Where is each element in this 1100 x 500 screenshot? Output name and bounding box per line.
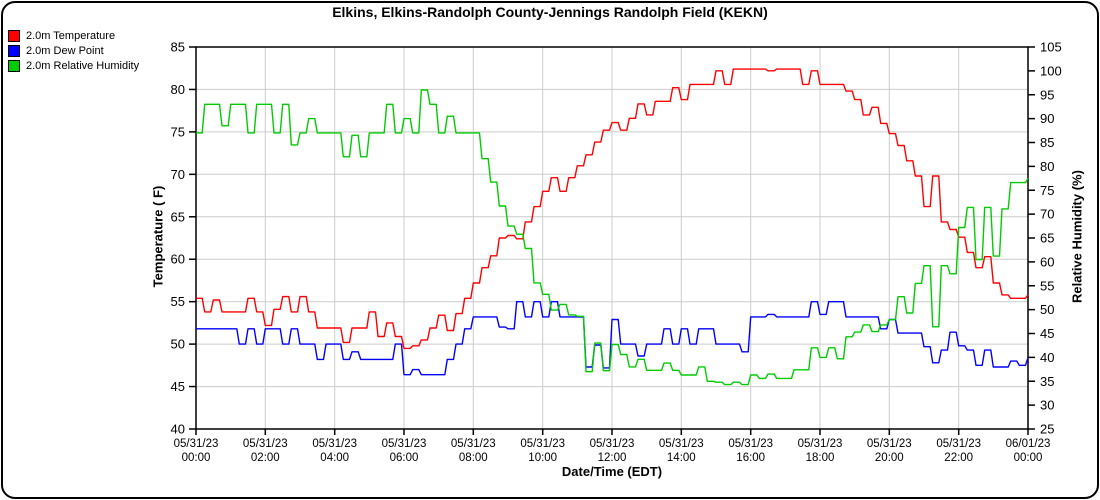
legend-label-temperature: 2.0m Temperature — [26, 29, 116, 42]
x-tick-time-label: 02:00 — [251, 452, 280, 464]
x-tick-date-label: 05/31/23 — [451, 438, 496, 450]
x-tick-time-label: 12:00 — [598, 452, 627, 464]
right-tick-label: 25 — [1040, 422, 1054, 437]
x-axis-title: Date/Time (EDT) — [561, 464, 663, 479]
x-tick-date-label: 05/31/23 — [936, 438, 981, 450]
temperature-line — [196, 68, 1029, 350]
right-tick-label: 45 — [1040, 326, 1054, 341]
x-tick-date-label: 05/31/23 — [728, 438, 773, 450]
left-tick-label: 50 — [171, 337, 185, 352]
chart-title: Elkins, Elkins-Randolph County-Jennings … — [332, 4, 768, 20]
left-tick-label: 75 — [171, 124, 185, 139]
left-tick-label: 60 — [171, 252, 185, 267]
x-tick-time-label: 04:00 — [320, 452, 349, 464]
x-tick-date-label: 05/31/23 — [382, 438, 427, 450]
legend-label-relative-humidity: 2.0m Relative Humidity — [26, 59, 140, 72]
dew-point-swatch-icon — [8, 44, 20, 57]
temperature-swatch-icon — [8, 29, 20, 42]
right-tick-label: 90 — [1040, 111, 1054, 126]
x-tick-date-label: 05/31/23 — [174, 438, 219, 450]
right-tick-label: 105 — [1040, 40, 1062, 55]
left-tick-label: 85 — [171, 40, 185, 55]
right-tick-label: 30 — [1040, 398, 1054, 413]
right-tick-label: 80 — [1040, 159, 1054, 174]
legend-label-dew-point: 2.0m Dew Point — [26, 44, 104, 57]
x-tick-time-label: 00:00 — [182, 452, 211, 464]
legend-item-dew-point: 2.0m Dew Point — [8, 43, 139, 58]
x-tick-time-label: 22:00 — [944, 452, 973, 464]
x-tick-time-label: 06:00 — [390, 452, 419, 464]
right-tick-label: 40 — [1040, 350, 1054, 365]
left-tick-label: 45 — [171, 379, 185, 394]
x-tick-date-label: 05/31/23 — [798, 438, 843, 450]
x-tick-time-label: 00:00 — [1014, 452, 1043, 464]
left-tick-label: 80 — [171, 82, 185, 97]
x-tick-time-label: 08:00 — [459, 452, 488, 464]
right-tick-label: 60 — [1040, 254, 1054, 269]
x-tick-date-label: 05/31/23 — [590, 438, 635, 450]
x-tick-time-label: 14:00 — [667, 452, 696, 464]
legend-item-temperature: 2.0m Temperature — [8, 28, 139, 43]
left-tick-label: 40 — [171, 422, 185, 437]
right-tick-label: 55 — [1040, 278, 1054, 293]
relative-humidity-swatch-icon — [8, 59, 20, 72]
right-tick-label: 70 — [1040, 207, 1054, 222]
right-tick-label: 65 — [1040, 231, 1054, 246]
x-tick-date-label: 05/31/23 — [867, 438, 912, 450]
left-tick-label: 70 — [171, 167, 185, 182]
right-tick-label: 95 — [1040, 87, 1054, 102]
x-tick-time-label: 16:00 — [736, 452, 765, 464]
legend-item-relative-humidity: 2.0m Relative Humidity — [8, 58, 139, 73]
right-tick-label: 100 — [1040, 63, 1062, 78]
x-tick-date-label: 05/31/23 — [659, 438, 704, 450]
x-tick-time-label: 10:00 — [528, 452, 557, 464]
right-tick-label: 50 — [1040, 302, 1054, 317]
chart-legend: 2.0m Temperature 2.0m Dew Point 2.0m Rel… — [8, 28, 139, 73]
right-tick-label: 75 — [1040, 183, 1054, 198]
relative-humidity-line — [196, 89, 1029, 386]
left-tick-label: 65 — [171, 209, 185, 224]
right-tick-label: 85 — [1040, 135, 1054, 150]
x-tick-time-label: 18:00 — [806, 452, 835, 464]
x-tick-time-label: 20:00 — [875, 452, 904, 464]
x-tick-date-label: 05/31/23 — [312, 438, 357, 450]
x-tick-date-label: 05/31/23 — [520, 438, 565, 450]
left-tick-label: 55 — [171, 294, 185, 309]
x-tick-date-label: 05/31/23 — [243, 438, 288, 450]
x-tick-date-label: 06/01/23 — [1006, 438, 1051, 450]
right-tick-label: 35 — [1040, 374, 1054, 389]
